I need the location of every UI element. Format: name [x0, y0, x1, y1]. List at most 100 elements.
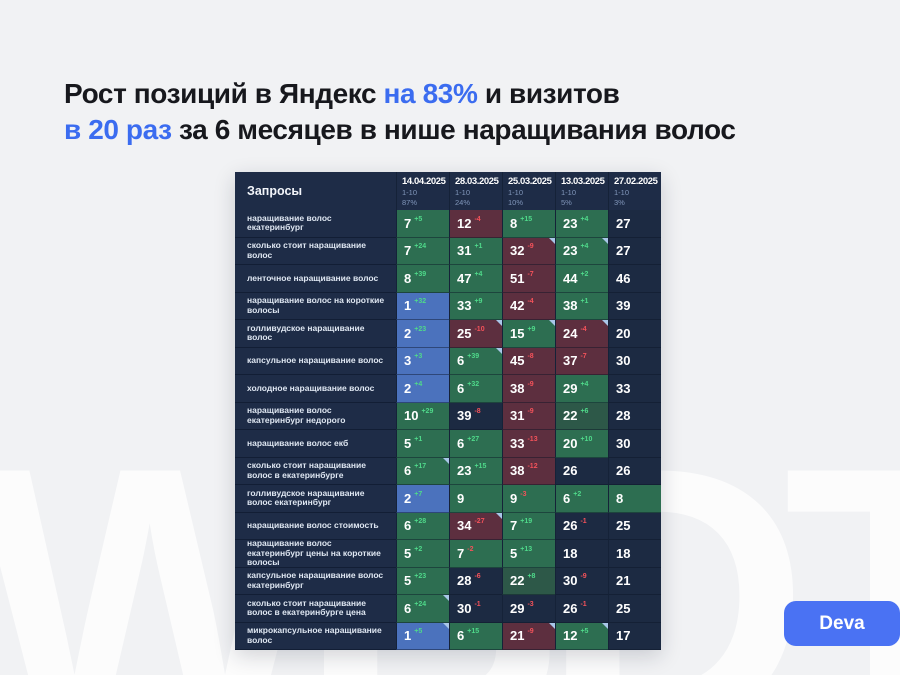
position-value: 2: [404, 490, 412, 506]
query-cell: наращивание волос на короткие волосы: [235, 292, 396, 320]
position-delta: +5: [414, 628, 423, 636]
page-title: Рост позиций в Яндекс на 83% и визитов в…: [64, 76, 736, 148]
position-delta: -7: [580, 353, 587, 361]
query-cell: голливудское наращивание волос екатеринб…: [235, 485, 396, 513]
header-top10-percent: 87%: [402, 198, 418, 207]
position-delta: +32: [414, 298, 427, 306]
position-delta: +3: [414, 353, 423, 361]
position-value: 5: [404, 573, 412, 589]
header-range: 1-10: [508, 188, 524, 197]
cell-corner-marker-icon: [602, 237, 608, 244]
position-value: 22: [510, 573, 525, 589]
position-cell: 5 +23: [396, 567, 449, 595]
position-cell: 5 +13: [502, 540, 555, 568]
position-value: 22: [563, 408, 578, 424]
position-cell: 12 +5: [555, 622, 608, 650]
position-delta: +9: [527, 325, 536, 333]
query-cell: сколько стоит наращивание волос в екатер…: [235, 595, 396, 623]
position-cell: 6 +32: [449, 375, 502, 403]
header-date: 28.03.2025: [455, 176, 499, 187]
position-value: 8: [616, 490, 624, 506]
position-cell: 5 +1: [396, 430, 449, 458]
table-row: сколько стоит наращивание волос в екатер…: [235, 595, 661, 623]
position-value: 33: [616, 380, 631, 396]
table-row: наращивание волос на короткие волосы 1 +32…: [235, 292, 661, 320]
position-value: 8: [404, 270, 412, 286]
position-cell: 25: [608, 595, 661, 623]
position-value: 18: [563, 545, 578, 561]
position-delta: +32: [467, 380, 480, 388]
position-cell: 22 +6: [555, 402, 608, 430]
position-delta: +1: [580, 298, 589, 306]
position-cell: 46: [608, 265, 661, 293]
position-delta: -3: [520, 490, 527, 498]
position-value: 34: [457, 518, 472, 534]
position-delta: +19: [520, 518, 533, 526]
deva-brand-button[interactable]: Deva: [784, 601, 900, 646]
position-delta: +4: [580, 380, 589, 388]
position-delta: +39: [467, 353, 480, 361]
table-row: холодное наращивание волос 2 +4 6 +32 38 -9 29 +…: [235, 375, 661, 403]
position-cell: 22 +8: [502, 567, 555, 595]
position-cell: 23 +4: [555, 237, 608, 265]
position-value: 25: [616, 600, 631, 616]
position-delta: +28: [414, 518, 427, 526]
position-delta: +5: [580, 628, 589, 636]
position-value: 6: [457, 380, 465, 396]
position-cell: 1 +32: [396, 292, 449, 320]
header-date: 25.03.2025: [508, 176, 552, 187]
position-cell: 6 +39: [449, 347, 502, 375]
position-value: 7: [404, 243, 412, 259]
position-delta: -6: [474, 573, 481, 581]
position-value: 20: [616, 325, 631, 341]
position-cell: 37 -7: [555, 347, 608, 375]
position-value: 27: [616, 215, 631, 231]
position-value: 26: [563, 518, 578, 534]
position-delta: +10: [580, 435, 593, 443]
query-cell: капсульное наращивание волос: [235, 347, 396, 375]
position-cell: 2 +7: [396, 485, 449, 513]
position-delta: +23: [414, 325, 427, 333]
position-delta: -12: [527, 463, 538, 471]
position-cell: 8 +39: [396, 265, 449, 293]
position-delta: +15: [520, 215, 533, 223]
position-delta: -13: [527, 435, 538, 443]
title-line1-pre: Рост позиций в Яндекс: [64, 78, 384, 109]
position-cell: 39 -8: [449, 402, 502, 430]
positions-table: Запросы 14.04.2025 1-10 87% 28.03.2025 1-10 2…: [235, 172, 661, 650]
position-cell: 7 +24: [396, 237, 449, 265]
position-cell: 1 +5: [396, 622, 449, 650]
position-cell: 26: [608, 457, 661, 485]
date-column-header: 25.03.2025 1-10 10%: [502, 172, 555, 210]
position-value: 33: [457, 298, 472, 314]
position-cell: 7 +19: [502, 512, 555, 540]
position-value: 5: [404, 545, 412, 561]
header-top10-percent: 24%: [455, 198, 471, 207]
position-delta: +5: [414, 215, 423, 223]
position-cell: 25 -10: [449, 320, 502, 348]
position-cell: 6 +28: [396, 512, 449, 540]
position-cell: 6 +24: [396, 595, 449, 623]
position-value: 6: [457, 435, 465, 451]
position-cell: 29 +4: [555, 375, 608, 403]
position-cell: 30 -1: [449, 595, 502, 623]
position-value: 38: [510, 463, 525, 479]
position-delta: +13: [520, 545, 533, 553]
position-cell: 5 +2: [396, 540, 449, 568]
position-delta: +15: [474, 463, 487, 471]
table-body: наращивание волос екатеринбург 7 +5 12 -4 8 +1…: [235, 210, 661, 650]
position-value: 46: [616, 270, 631, 286]
table-row: капсульное наращивание волос екатеринбур…: [235, 567, 661, 595]
position-delta: +7: [414, 490, 423, 498]
position-cell: 44 +2: [555, 265, 608, 293]
position-value: 44: [563, 270, 578, 286]
header-top10-percent: 5%: [561, 198, 572, 207]
position-delta: +29: [421, 408, 434, 416]
query-cell: наращивание волос екатеринбург недорого: [235, 402, 396, 430]
position-cell: 20: [608, 320, 661, 348]
query-cell: сколько стоит наращивание волос: [235, 237, 396, 265]
query-cell: наращивание волос екатеринбург цены на к…: [235, 538, 396, 568]
position-delta: -10: [474, 325, 485, 333]
position-value: 28: [616, 408, 631, 424]
position-cell: 26 -1: [555, 512, 608, 540]
